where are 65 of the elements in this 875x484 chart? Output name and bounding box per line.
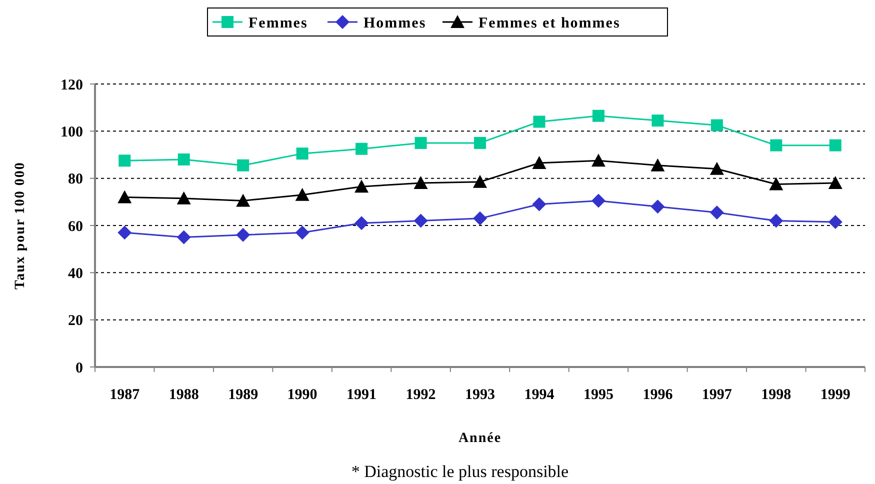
point [652, 114, 664, 127]
x-tick-label: 1987 [110, 387, 140, 403]
x-tick-label: 1993 [465, 387, 495, 403]
point [295, 188, 310, 201]
point [118, 226, 132, 240]
legend-label: Femmes et hommes [478, 15, 620, 32]
y-tick-label: 80 [68, 172, 83, 188]
point [829, 139, 842, 152]
y-tick-label: 0 [76, 360, 83, 376]
point [473, 211, 487, 226]
point [236, 228, 250, 242]
x-tick-label: 1989 [228, 387, 258, 403]
legend-label: Hommes [364, 15, 426, 32]
legend-label: Femmes [248, 15, 308, 32]
point [354, 216, 369, 230]
point [828, 176, 842, 190]
x-tick-label: 1998 [761, 387, 792, 403]
x-tick-label: 1992 [406, 387, 436, 403]
x-tick-label: 1994 [524, 387, 555, 403]
x-tick-label: 1999 [820, 387, 850, 403]
x-tick-label: 1997 [702, 387, 732, 403]
point [769, 214, 784, 228]
point [296, 148, 308, 160]
x-tick-label: 1996 [642, 387, 674, 403]
point [770, 139, 782, 152]
point [591, 194, 606, 208]
point [354, 180, 369, 193]
x-axis-title: Année [458, 431, 502, 446]
point [710, 162, 724, 175]
point [710, 119, 723, 132]
x-tick-label: 1988 [168, 387, 199, 403]
point [710, 206, 724, 220]
point [176, 191, 191, 204]
point [176, 230, 191, 244]
y-tick-label: 40 [68, 266, 83, 282]
point [828, 214, 842, 229]
y-tick-label: 120 [60, 77, 83, 94]
point [532, 156, 546, 170]
point [295, 226, 310, 240]
point [474, 136, 486, 149]
x-tick-label: 1995 [583, 387, 614, 403]
y-tick-label: 100 [60, 124, 83, 140]
point [356, 142, 368, 155]
point [769, 177, 784, 190]
point [178, 153, 190, 166]
point [414, 214, 428, 228]
point [591, 154, 606, 167]
point [592, 110, 604, 122]
point [650, 158, 665, 172]
point [533, 116, 546, 128]
point [473, 174, 487, 188]
y-tick-label: 60 [68, 218, 83, 235]
point [236, 194, 250, 207]
point [237, 159, 250, 172]
point [118, 154, 131, 167]
point [118, 190, 132, 204]
y-tick-label: 20 [68, 313, 83, 330]
point [414, 136, 427, 149]
point [414, 176, 428, 190]
x-tick-label: 1991 [346, 387, 377, 403]
x-tick-label: 1990 [287, 387, 318, 403]
y-axis-title: Taux pour 100 000 [13, 162, 28, 290]
point [532, 197, 546, 212]
point [650, 200, 665, 214]
text: * Diagnostic le plus responsible [351, 462, 569, 481]
